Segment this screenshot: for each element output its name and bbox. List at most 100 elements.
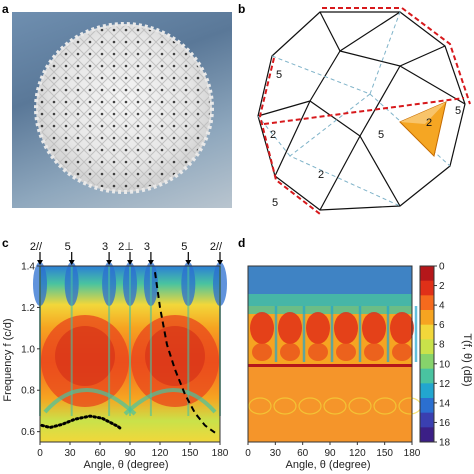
orange-triangle [399,101,447,157]
colorbar-segment [420,310,434,326]
resonance-lobe-d [390,312,414,344]
resonance-lobe-d [250,312,274,344]
y-tick-label-c: 0.6 [21,427,35,438]
label-2-perpendicular: 2 [270,129,276,141]
x-tick-label-c: 60 [94,448,106,459]
colorbar-segment [420,324,434,340]
panel-letter-c: c [2,236,9,250]
colorbar-segment [420,339,434,355]
dashed-dispersion-curve-c [154,272,216,434]
colorbar-segment [420,295,434,311]
colorbar-segment [420,368,434,384]
colorbar-segment [420,398,434,414]
direction-arrow-head-c [37,260,43,265]
colorbar-tick-label: 14 [439,398,451,409]
fringe-pattern-d [373,397,397,415]
label-5-bottom: 5 [272,197,278,209]
colorbar-segment [420,412,434,428]
colorbar-tick-label: 2 [439,281,445,292]
fringe-pattern-d [323,397,347,415]
x-tick-label-d: 60 [297,448,309,459]
panel-letter-d: d [238,236,246,250]
fringe-pattern-d [273,397,297,415]
transmission-lobe-core-c [55,326,115,386]
x-tick-label-c: 180 [212,448,229,459]
x-tick-label-d: 180 [404,448,421,459]
label-2-parallel: 2 [426,117,432,129]
colorbar-tick-label: 12 [439,379,451,390]
direction-label-c: 2⊥ [118,241,134,253]
label-5-right: 5 [455,105,461,117]
panel-letter-b: b [238,2,246,16]
colorbar-tick-label: 6 [439,320,445,331]
colorbar-segment [420,383,434,399]
colorbar-tick-label: 18 [439,438,451,449]
band-edge-line-d [248,364,412,367]
red-dashed-great-circles [258,7,471,215]
direction-arrow-head-c [106,260,113,265]
resonance-lobe-lower-d [364,343,384,361]
y-tick-label-c: 1.0 [21,344,35,355]
label-2-bottom: 2 [318,169,324,181]
colorbar-segment [420,280,434,296]
dotted-band-curve-c [40,414,124,432]
x-tick-label-c: 0 [37,448,43,459]
direction-arrow-head-c [217,260,223,265]
vertex-labels: 5 5 5 2 2 2 5 [270,69,461,209]
y-tick-label-c: 1.4 [21,262,35,273]
x-tick-label-c: 150 [182,448,199,459]
y-tick-label-c: 1.2 [21,303,35,314]
lower-band-d [248,366,412,442]
resonance-lobe-d [334,312,358,344]
resonance-lobe-lower-d [252,343,272,361]
direction-arrow-head-c [147,260,154,265]
axes-d: 0 30 60 90 120 150 180 [245,265,421,459]
resonance-lobe-lower-d [336,343,356,361]
resonance-lobe-d [362,312,386,344]
resonance-lobe-lower-d [280,343,300,361]
x-tick-label-d: 150 [376,448,393,459]
colorbar-tick-label: 10 [439,359,451,370]
x-axis-title-d: Angle, θ (degree) [286,459,371,471]
heatmap-field-d [248,266,422,442]
colorbar-frame [419,265,435,443]
x-tick-label-c: 90 [124,448,136,459]
resonance-lobe-lower-d [392,343,412,361]
direction-label-c: 5 [65,241,71,253]
x-tick-label-d: 30 [270,448,282,459]
colorbar-tick-label: 8 [439,340,445,351]
transmission-plot-d: 0 30 60 90 120 150 180 0 2 4 6 8 10 12 14 16 18 Angle, … [245,262,472,472]
x-axis-title-c: Angle, θ (degree) [84,459,169,471]
direction-arrow-head-c [68,260,75,265]
fringe-pattern-d [298,397,322,415]
y-axis-title-c: Frequency f (c/d) [2,318,14,401]
hidden-edges [257,11,451,207]
transmission-plot-c: 0 30 60 90 120 150 180 0.6 0.8 1.0 1.2 1.4 2// 5 3 2⊥ 3… [2,241,229,471]
upper-transition-d [248,294,412,314]
colorbar: 0 2 4 6 8 10 12 14 16 18 [419,262,451,449]
direction-arrow-head-c [127,260,133,265]
colorbar-label: T(f, θ) (dB) [461,333,472,386]
direction-label-c: 3 [102,241,108,253]
direction-markers-c: 2// 5 3 2⊥ 3 5 2// [30,241,223,265]
colorbar-tick-label: 0 [439,262,445,273]
fringe-pattern-d [248,397,272,415]
colorbar-tick-label: 16 [439,418,451,429]
x-tick-label-c: 120 [152,448,169,459]
x-tick-label-c: 30 [64,448,76,459]
label-5-left: 5 [276,69,282,81]
transmission-lobe-core-c [145,326,205,386]
polyhedron-outline [257,11,466,211]
photograph-3d-printed-quasicrystal [12,12,232,208]
y-tick-label-c: 0.8 [21,386,35,397]
colorbar-segment [420,266,434,282]
resonance-lobe-lower-d [308,343,328,361]
x-tick-label-d: 0 [245,448,251,459]
colorbar-tick-label: 4 [439,301,445,312]
resonance-lobe-d [278,312,302,344]
colorbar-segment [420,354,434,370]
colorbar-segment [420,427,434,443]
panel-letter-a: a [2,2,9,16]
x-tick-label-d: 90 [324,448,336,459]
x-tick-label-d: 120 [349,448,366,459]
